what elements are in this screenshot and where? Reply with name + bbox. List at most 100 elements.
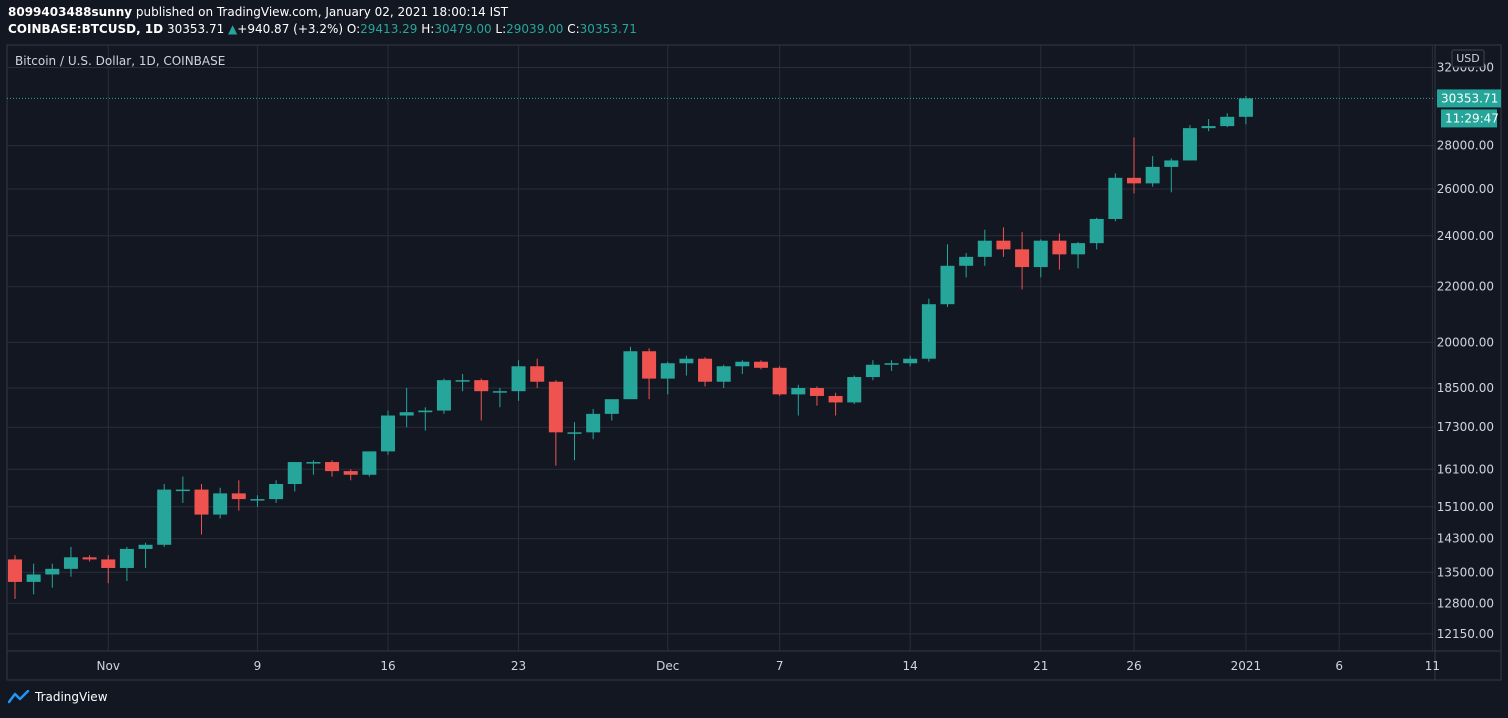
tradingview-brand[interactable]: TradingView xyxy=(8,690,108,704)
y-tick-label: 17300.00 xyxy=(1437,420,1494,434)
y-tick-label: 26000.00 xyxy=(1437,182,1494,196)
x-tick-label: Dec xyxy=(656,659,679,673)
candle-body xyxy=(306,462,321,464)
candle-body xyxy=(642,351,657,379)
candle-body xyxy=(921,304,936,359)
candle-body xyxy=(63,557,78,569)
currency-label: USD xyxy=(1456,52,1480,65)
countdown-tag-text: 11:29:47 xyxy=(1445,111,1499,125)
candle-body xyxy=(604,399,619,414)
candle-body xyxy=(847,377,862,403)
open-value: 29413.29 xyxy=(360,22,418,36)
high-value: 30479.00 xyxy=(434,22,492,36)
y-tick-label: 15100.00 xyxy=(1437,500,1494,514)
x-tick-label: 14 xyxy=(903,659,918,673)
y-tick-label: 14300.00 xyxy=(1437,532,1494,546)
candle-body xyxy=(530,366,545,382)
candle-body xyxy=(1127,177,1141,184)
candle-body xyxy=(865,364,880,378)
candle-body xyxy=(436,380,451,411)
candle-body xyxy=(269,483,284,500)
candle-body xyxy=(1164,160,1179,167)
candle-body xyxy=(231,493,246,500)
candle-body xyxy=(567,432,582,434)
candle-body xyxy=(548,381,563,433)
x-tick-label: 11 xyxy=(1425,659,1440,673)
candle-body xyxy=(250,499,265,501)
low-label: L: xyxy=(495,22,507,36)
candle-body xyxy=(903,358,918,364)
candle-body xyxy=(8,559,22,582)
close-value: 30353.71 xyxy=(579,22,637,36)
candle-body xyxy=(1033,240,1048,268)
candle-body xyxy=(735,361,750,367)
x-tick-label: 7 xyxy=(776,659,784,673)
x-tick-label: 16 xyxy=(380,659,395,673)
legend-title: Bitcoin / U.S. Dollar, 1D, COINBASE xyxy=(15,54,225,68)
candle-body xyxy=(679,358,694,364)
y-tick-label: 13500.00 xyxy=(1437,565,1494,579)
x-tick-label: 21 xyxy=(1033,659,1048,673)
x-tick-label: 2021 xyxy=(1231,659,1262,673)
candle-body xyxy=(1071,243,1086,255)
candles xyxy=(8,96,1253,599)
price-axis[interactable]: 12150.00 12800.00 13500.00 14300.00 15100.00… xyxy=(1437,61,1494,641)
tradingview-logo-icon xyxy=(8,690,30,704)
candle-body xyxy=(586,413,601,433)
y-tick-label: 18500.00 xyxy=(1437,381,1494,395)
candle-body xyxy=(1108,177,1123,219)
candle-body xyxy=(194,489,209,515)
candle-body xyxy=(343,471,358,475)
candle-body xyxy=(977,240,992,257)
candle-body xyxy=(455,380,470,382)
candle-body xyxy=(716,366,731,382)
candle-body xyxy=(884,363,899,365)
candle-body xyxy=(809,388,824,396)
chart-frame xyxy=(6,44,1502,681)
candle-body xyxy=(698,358,713,382)
candle-body xyxy=(1220,116,1235,127)
candle-body xyxy=(1238,98,1253,117)
candle-body xyxy=(26,574,41,582)
candle-body xyxy=(101,559,116,568)
candle-body xyxy=(996,240,1011,250)
x-tick-label: 23 xyxy=(511,659,526,673)
candle-body xyxy=(418,410,433,413)
candle-body xyxy=(362,451,377,475)
y-tick-label: 22000.00 xyxy=(1437,280,1494,294)
publisher-name[interactable]: 8099403488sunny xyxy=(8,5,133,19)
y-tick-label: 24000.00 xyxy=(1437,229,1494,243)
candle-body xyxy=(325,462,340,472)
candle-body xyxy=(138,544,153,549)
change-label: +940.87 (+3.2%) xyxy=(237,22,344,36)
y-tick-label: 28000.00 xyxy=(1437,139,1494,153)
candle-body xyxy=(119,548,134,568)
last-price-tag-text: 30353.71 xyxy=(1441,91,1498,105)
candle-body xyxy=(45,568,60,575)
publish-text: published on TradingView.com, January 02… xyxy=(135,5,509,19)
candle-body xyxy=(623,351,638,400)
brand-label: TradingView xyxy=(35,690,108,704)
y-tick-label: 16100.00 xyxy=(1437,462,1494,476)
candle-body xyxy=(754,361,768,368)
candle-body xyxy=(213,493,228,515)
last-price-tag: 30353.71 11:29:47 xyxy=(1437,89,1501,128)
candle-body xyxy=(287,462,302,484)
candle-body xyxy=(1089,218,1104,244)
high-label: H: xyxy=(421,22,435,36)
candle-body xyxy=(474,380,489,392)
currency-button[interactable]: USD xyxy=(1451,49,1485,68)
x-tick-label: 26 xyxy=(1126,659,1141,673)
candle-body xyxy=(660,363,675,379)
time-axis[interactable]: Nov 9 16 23 Dec 7 14 21 26 2021 6 11 xyxy=(97,659,1441,673)
candle-body xyxy=(175,489,190,492)
candle-body xyxy=(1052,240,1067,255)
y-tick-label: 20000.00 xyxy=(1437,335,1494,349)
low-value: 29039.00 xyxy=(506,22,564,36)
candle-body xyxy=(772,367,787,395)
candle-body xyxy=(82,557,97,560)
ohlc-header: COINBASE:BTCUSD, 1D 30353.71 ▲+940.87 (+… xyxy=(8,22,637,36)
candle-body xyxy=(1145,166,1160,184)
publish-info: 8099403488sunny published on TradingView… xyxy=(8,5,508,19)
